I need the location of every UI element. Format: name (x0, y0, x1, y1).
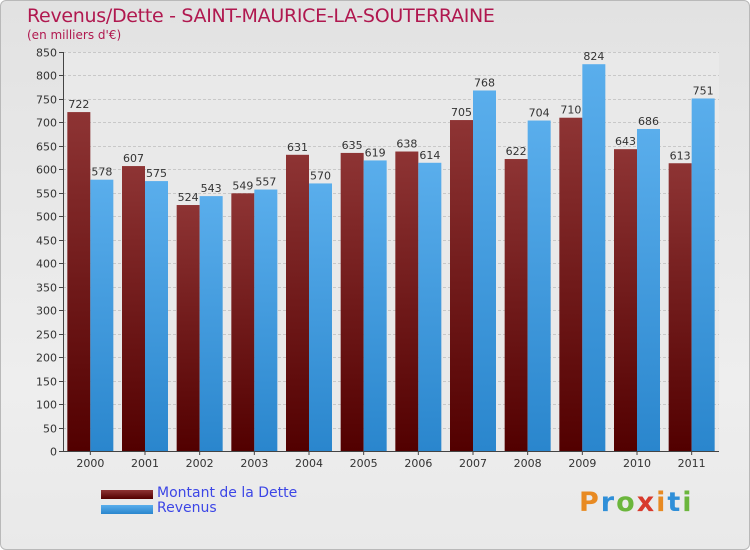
data-label: 614 (419, 149, 440, 162)
logo-letter: r (600, 487, 617, 518)
data-label: 638 (396, 138, 417, 151)
bar-revenus (309, 183, 332, 451)
bar-revenus (582, 64, 606, 451)
grid-layer (63, 52, 719, 452)
y-tick-label: 700 (36, 117, 57, 130)
bar-dette (176, 205, 200, 451)
plot-background (63, 52, 719, 451)
bar-dette (286, 154, 309, 451)
data-label: 705 (451, 106, 472, 119)
chart-subtitle: (en milliers d'€) (27, 28, 122, 42)
data-label: 722 (68, 98, 89, 111)
x-tick-label: 2011 (678, 457, 706, 470)
bar-dette (614, 149, 637, 452)
bar-dette (395, 151, 419, 451)
x-tick-label: 2008 (514, 457, 542, 470)
data-label: 549 (232, 179, 253, 192)
bar-revenus (90, 179, 114, 451)
y-tick-label: 800 (36, 70, 57, 83)
x-tick-label: 2002 (186, 457, 214, 470)
legend-swatch-revenus (101, 505, 153, 514)
bar-dette (450, 120, 473, 452)
data-label: 635 (342, 139, 363, 152)
chart-title: Revenus/Dette - SAINT-MAURICE-LA-SOUTERR… (27, 5, 495, 27)
x-tick-label: 2006 (404, 457, 432, 470)
y-tick-label: 550 (36, 188, 57, 201)
bar-dette (67, 112, 91, 451)
data-label: 751 (693, 84, 714, 97)
y-tick-label: 450 (36, 235, 57, 248)
y-tick-label: 250 (36, 329, 57, 342)
y-tick-label: 650 (36, 141, 57, 154)
data-label: 768 (474, 76, 495, 89)
logo-letter: t (667, 487, 683, 518)
x-tick-label: 2000 (76, 457, 104, 470)
data-label: 824 (583, 50, 604, 63)
data-label: 631 (287, 141, 308, 154)
data-label: 524 (178, 191, 199, 204)
bar-revenus (691, 98, 715, 451)
y-tick-label: 0 (50, 446, 57, 459)
x-tick-label: 2007 (459, 457, 487, 470)
axis-layer: 0 50 100 150 200 250 300 350 400 450 500 550 600 650 7… (36, 47, 719, 470)
proxiti-logo: Proxiti (579, 487, 694, 518)
bar-layer (67, 64, 715, 452)
legend-swatch-debt (101, 490, 153, 499)
logo-letter: i (656, 487, 668, 518)
bar-dette (340, 152, 364, 451)
y-tick-label: 350 (36, 282, 57, 295)
logo-letter: x (636, 487, 657, 518)
data-label: 575 (146, 167, 167, 180)
bar-revenus (145, 181, 168, 451)
bar-dette (559, 117, 583, 451)
bar-revenus (199, 196, 223, 451)
y-tick-label: 200 (36, 352, 57, 365)
legend-label-revenus: Revenus (157, 500, 217, 516)
bar-dette (231, 193, 255, 451)
x-tick-label: 2005 (350, 457, 378, 470)
data-label: 557 (255, 176, 276, 189)
data-label: 686 (638, 115, 659, 128)
legend-label-debt: Montant de la Dette (157, 485, 298, 501)
data-label: 543 (201, 182, 222, 195)
x-tick-label: 2001 (131, 457, 159, 470)
y-tick-label: 500 (36, 211, 57, 224)
x-tick-label: 2009 (568, 457, 596, 470)
bar-revenus (363, 160, 387, 451)
y-tick-label: 400 (36, 258, 57, 271)
data-label: 578 (91, 166, 112, 179)
data-label: 643 (615, 135, 636, 148)
data-label: 607 (123, 152, 144, 165)
logo-letter: P (579, 487, 601, 518)
data-label: 622 (506, 145, 527, 158)
bar-dette (668, 163, 692, 451)
y-tick-label: 300 (36, 305, 57, 318)
y-tick-label: 850 (36, 47, 57, 60)
bar-dette (122, 166, 145, 451)
x-tick-label: 2010 (623, 457, 651, 470)
bar-dette (504, 159, 528, 451)
y-tick-label: 100 (36, 399, 57, 412)
y-tick-label: 50 (43, 423, 57, 436)
bar-revenus (637, 128, 660, 451)
y-tick-label: 600 (36, 164, 57, 177)
y-tick-label: 150 (36, 376, 57, 389)
bar-revenus (527, 120, 551, 451)
data-label: 704 (529, 107, 550, 120)
data-label: 570 (310, 169, 331, 182)
data-label: 710 (560, 104, 581, 117)
bar-revenus (418, 162, 442, 451)
y-tick-label: 750 (36, 94, 57, 107)
logo-letter: i (682, 487, 694, 518)
x-tick-label: 2003 (240, 457, 268, 470)
bar-revenus (254, 189, 278, 451)
data-label: 613 (670, 149, 691, 162)
data-label: 619 (365, 146, 386, 159)
logo-letter: o (616, 487, 637, 518)
bar-revenus (473, 90, 496, 452)
x-tick-label: 2004 (295, 457, 323, 470)
